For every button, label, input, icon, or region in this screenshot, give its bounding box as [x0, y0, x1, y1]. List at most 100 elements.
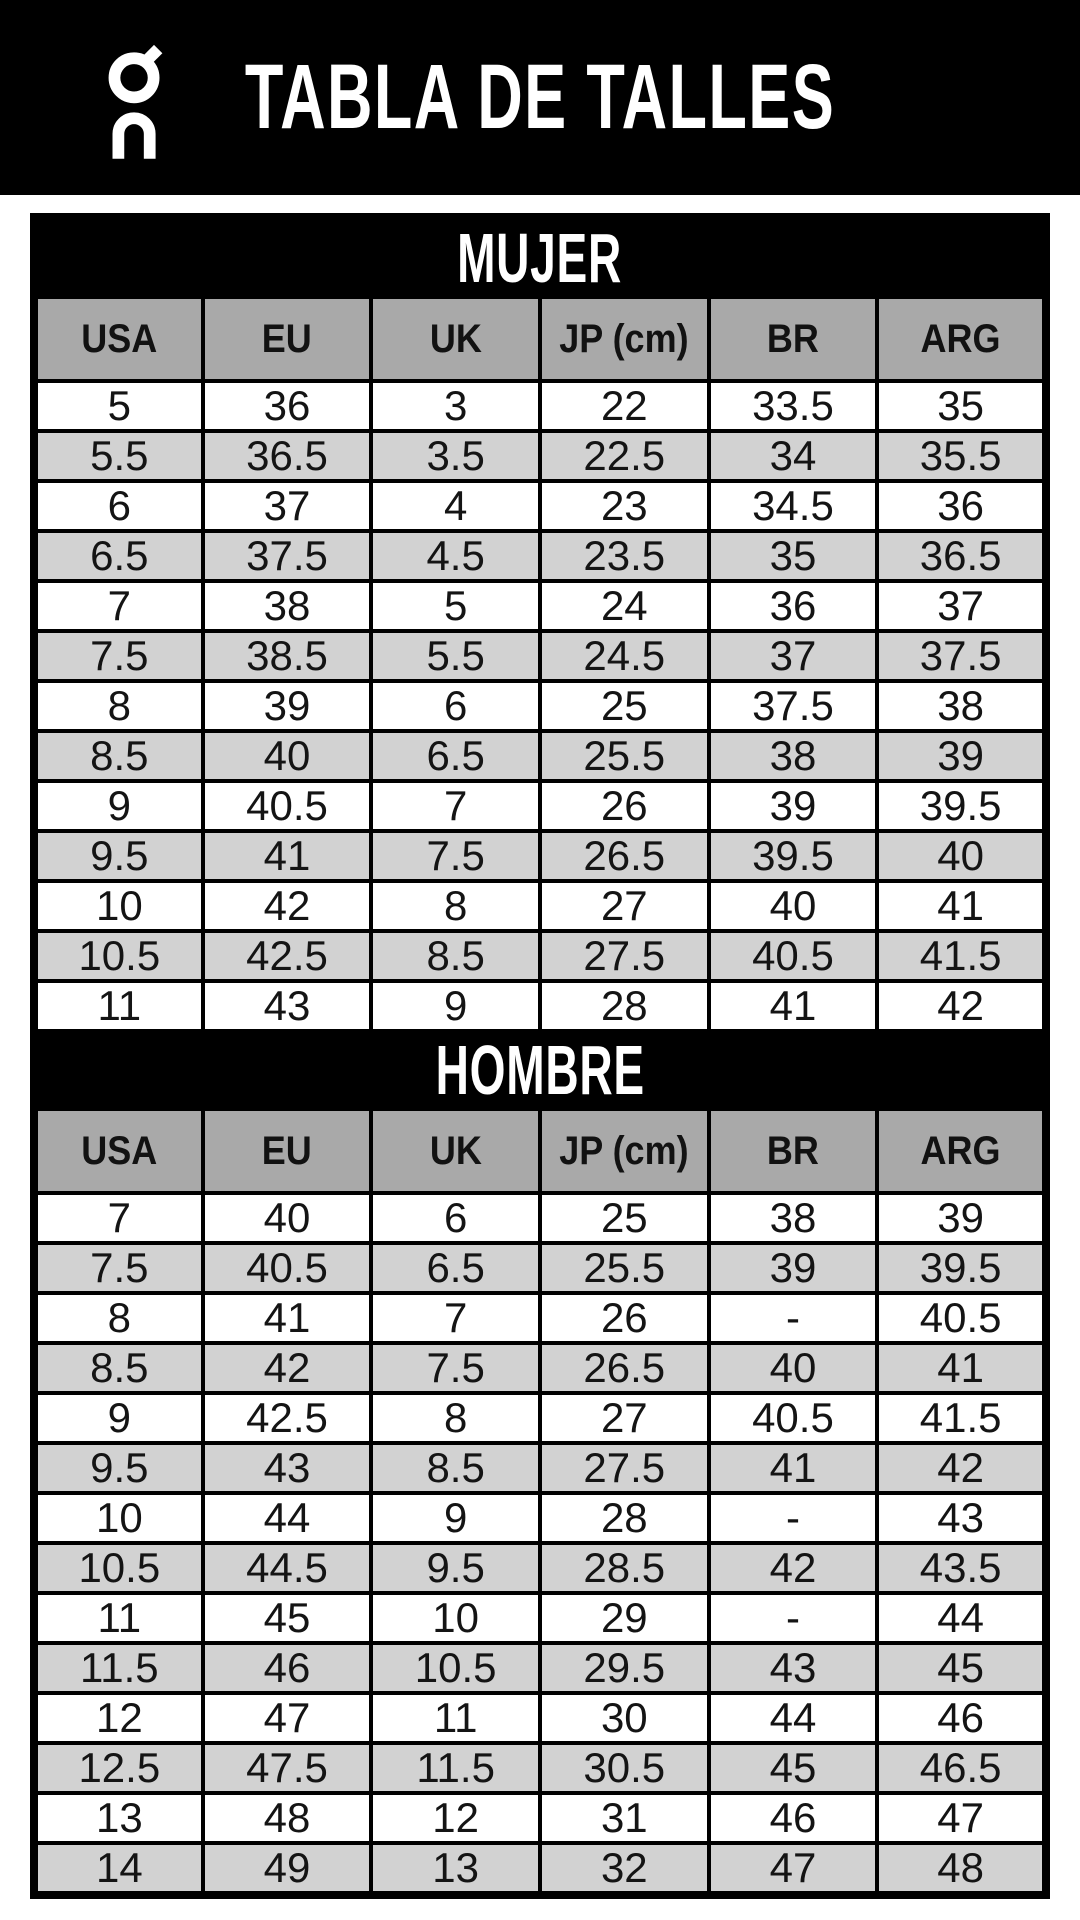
hombre-rows: 7 40 6 25 38 39 7.5 40.5 6.5 25.5 39 39.5 8 41 7 26-40.…: [32, 1191, 1048, 1897]
table-row: 13 48 12 31 46 47: [32, 1791, 1048, 1845]
table-cell: 47.5: [200, 1741, 374, 1795]
table-cell: 7.5: [32, 629, 205, 683]
table-cell: 7: [369, 779, 542, 833]
column-header-br: BR: [766, 317, 819, 361]
table-row: 8.5 40 6.5 25.5 38 39: [32, 729, 1048, 783]
section-title-hombre: HOMBRE: [435, 1031, 645, 1109]
table-cell: 41.5: [875, 1391, 1048, 1445]
table-cell: 25.5: [537, 1241, 711, 1295]
table-cell: 49: [200, 1841, 374, 1897]
table-cell: 47: [200, 1691, 374, 1745]
table-cell: 7.5: [369, 829, 542, 883]
table-cell: 7: [369, 1291, 542, 1345]
table-cell: 44.5: [200, 1541, 374, 1595]
table-row: 9 42.5 8 27 40.5 41.5: [32, 1391, 1048, 1445]
table-cell: 8.5: [32, 729, 205, 783]
table-row: 7 38 5 24 36 37: [32, 579, 1048, 633]
table-cell: 45: [706, 1741, 880, 1795]
table-cell: 44: [706, 1691, 880, 1745]
table-row: 10.5 42.5 8.5 27.5 40.5 41.5: [32, 929, 1048, 983]
mujer-header-group: MUJER USA EU UK JP (cm) BR ARG: [32, 215, 1048, 383]
table-cell: 46: [706, 1791, 880, 1845]
table-cell: 9: [32, 1391, 205, 1445]
table-cell: 6.5: [369, 729, 542, 783]
table-cell: 28: [537, 979, 711, 1033]
table-cell: 11.5: [369, 1741, 542, 1795]
table-cell: 23.5: [537, 529, 711, 583]
hombre-header-group: HOMBRE USA EU UK JP (cm) BR ARG: [32, 1029, 1048, 1195]
table-cell: 26: [537, 779, 711, 833]
table-cell: 10: [32, 879, 205, 933]
table-cell: 4: [369, 479, 542, 533]
table-cell: 25: [537, 1191, 711, 1245]
table-row: 6 37 4 23 34.5 36: [32, 479, 1048, 533]
table-cell: 11: [32, 979, 205, 1033]
column-header-row-mujer: USA EU UK JP (cm) BR ARG: [32, 295, 1048, 383]
table-cell: 37.5: [200, 529, 374, 583]
table-cell: 29: [537, 1591, 711, 1645]
table-cell: 11.5: [32, 1641, 205, 1695]
table-cell: 9.5: [369, 1541, 542, 1595]
table-cell: 10.5: [32, 929, 205, 983]
table-cell: 35.5: [875, 429, 1048, 483]
table-cell: 38: [706, 1191, 880, 1245]
section-title-mujer: MUJER: [457, 219, 623, 297]
table-cell: 40: [200, 729, 374, 783]
column-header-jp: JP (cm): [559, 1129, 689, 1173]
table-cell: 12.5: [32, 1741, 205, 1795]
table-cell: 41: [875, 1341, 1048, 1395]
table-cell: 26.5: [537, 1341, 711, 1395]
table-cell: 28.5: [537, 1541, 711, 1595]
column-header-eu: EU: [261, 317, 312, 361]
table-cell: 3: [369, 379, 542, 433]
table-cell: 39: [875, 1191, 1048, 1245]
table-row: 9.5 41 7.5 26.5 39.5 40: [32, 829, 1048, 883]
table-cell: 40.5: [706, 1391, 880, 1445]
table-cell: 27: [537, 1391, 711, 1445]
table-cell: 7: [32, 579, 205, 633]
table-cell: 34: [706, 429, 880, 483]
table-cell: 48: [875, 1841, 1048, 1897]
section-band-hombre: HOMBRE: [32, 1029, 1048, 1111]
table-cell: 10: [32, 1491, 205, 1545]
table-cell: 32: [537, 1841, 711, 1897]
table-cell: 8: [369, 1391, 542, 1445]
table-cell: 6: [369, 679, 542, 733]
table-row: 8 41 7 26-40.5: [32, 1291, 1048, 1345]
table-cell: -: [706, 1291, 880, 1345]
table-cell: 22: [537, 379, 711, 433]
table-cell: 43: [200, 979, 374, 1033]
table-cell: 40: [706, 879, 880, 933]
column-header-eu: EU: [261, 1129, 312, 1173]
table-cell: 42: [200, 1341, 374, 1395]
table-cell: 30.5: [537, 1741, 711, 1795]
table-cell: 36.5: [875, 529, 1048, 583]
table-cell: 5.5: [369, 629, 542, 683]
table-cell: 48: [200, 1791, 374, 1845]
table-cell: 39: [706, 1241, 880, 1295]
table-row: 14 49 13 32 47 48: [32, 1841, 1048, 1897]
table-cell: 40.5: [706, 929, 880, 983]
table-cell: 8.5: [369, 929, 542, 983]
table-cell: 10.5: [369, 1641, 542, 1695]
table-row: 8 39 6 25 37.5 38: [32, 679, 1048, 733]
column-header-arg: ARG: [920, 317, 1001, 361]
table-cell: 42.5: [200, 929, 374, 983]
table-cell: 25: [537, 679, 711, 733]
table-cell: 28: [537, 1491, 711, 1545]
table-cell: 38.5: [200, 629, 374, 683]
table-cell: 22.5: [537, 429, 711, 483]
table-cell: 5: [32, 379, 205, 433]
table-cell: 3.5: [369, 429, 542, 483]
table-cell: 23: [537, 479, 711, 533]
column-header-row-hombre: USA EU UK JP (cm) BR ARG: [32, 1107, 1048, 1195]
table-cell: 46.5: [875, 1741, 1048, 1795]
table-cell: 41: [200, 829, 374, 883]
column-header-arg: ARG: [920, 1129, 1001, 1173]
table-cell: 4.5: [369, 529, 542, 583]
table-cell: 26.5: [537, 829, 711, 883]
table-cell: 6.5: [32, 529, 205, 583]
spacer: [0, 195, 1080, 213]
table-cell: 41.5: [875, 929, 1048, 983]
size-chart-table: MUJER USA EU UK JP (cm) BR ARG 5 3 6 3 2 2 33.…: [30, 213, 1050, 1899]
